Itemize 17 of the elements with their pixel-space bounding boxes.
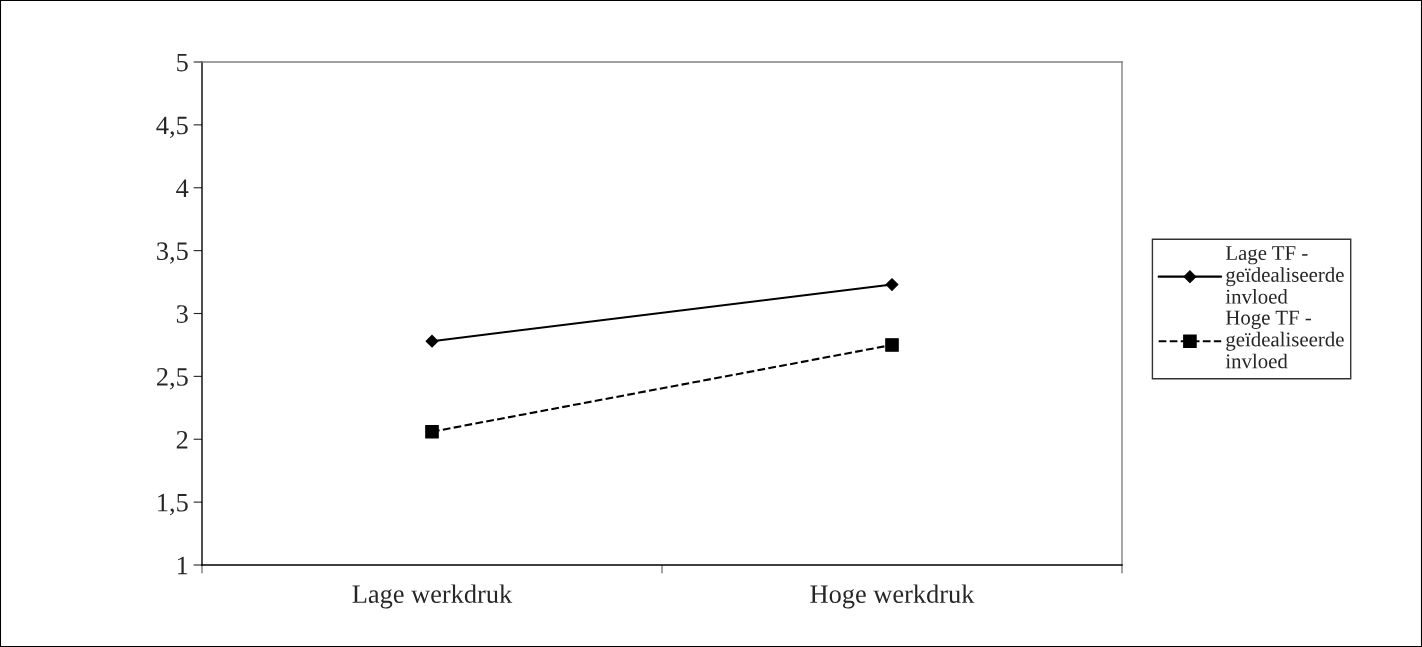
x-tick-label: Hoge werkdruk: [810, 584, 975, 609]
y-tick-label: 4: [176, 179, 189, 197]
x-tick-label: Lage werkdruk: [352, 584, 513, 609]
point: [885, 338, 899, 352]
y-tick-label: 1: [177, 556, 188, 575]
y-tick-label: 2,5: [156, 368, 188, 390]
y-tick-label: 5: [177, 53, 188, 72]
point: [885, 278, 899, 291]
y-tick-label: 3: [176, 305, 188, 323]
point: [425, 424, 439, 439]
y-tick-label: 1,5: [158, 493, 188, 516]
legend-label: Hoge TF - geïdealiseerde invloed: [1225, 310, 1344, 369]
point: [425, 334, 439, 348]
y-tick-label: 3,5: [157, 242, 188, 264]
y-tick-label: 2: [176, 430, 188, 449]
y-tick-label: 4,5: [156, 116, 188, 139]
legend-label: Lage TF - geïdealiseerde invloed: [1225, 246, 1344, 304]
